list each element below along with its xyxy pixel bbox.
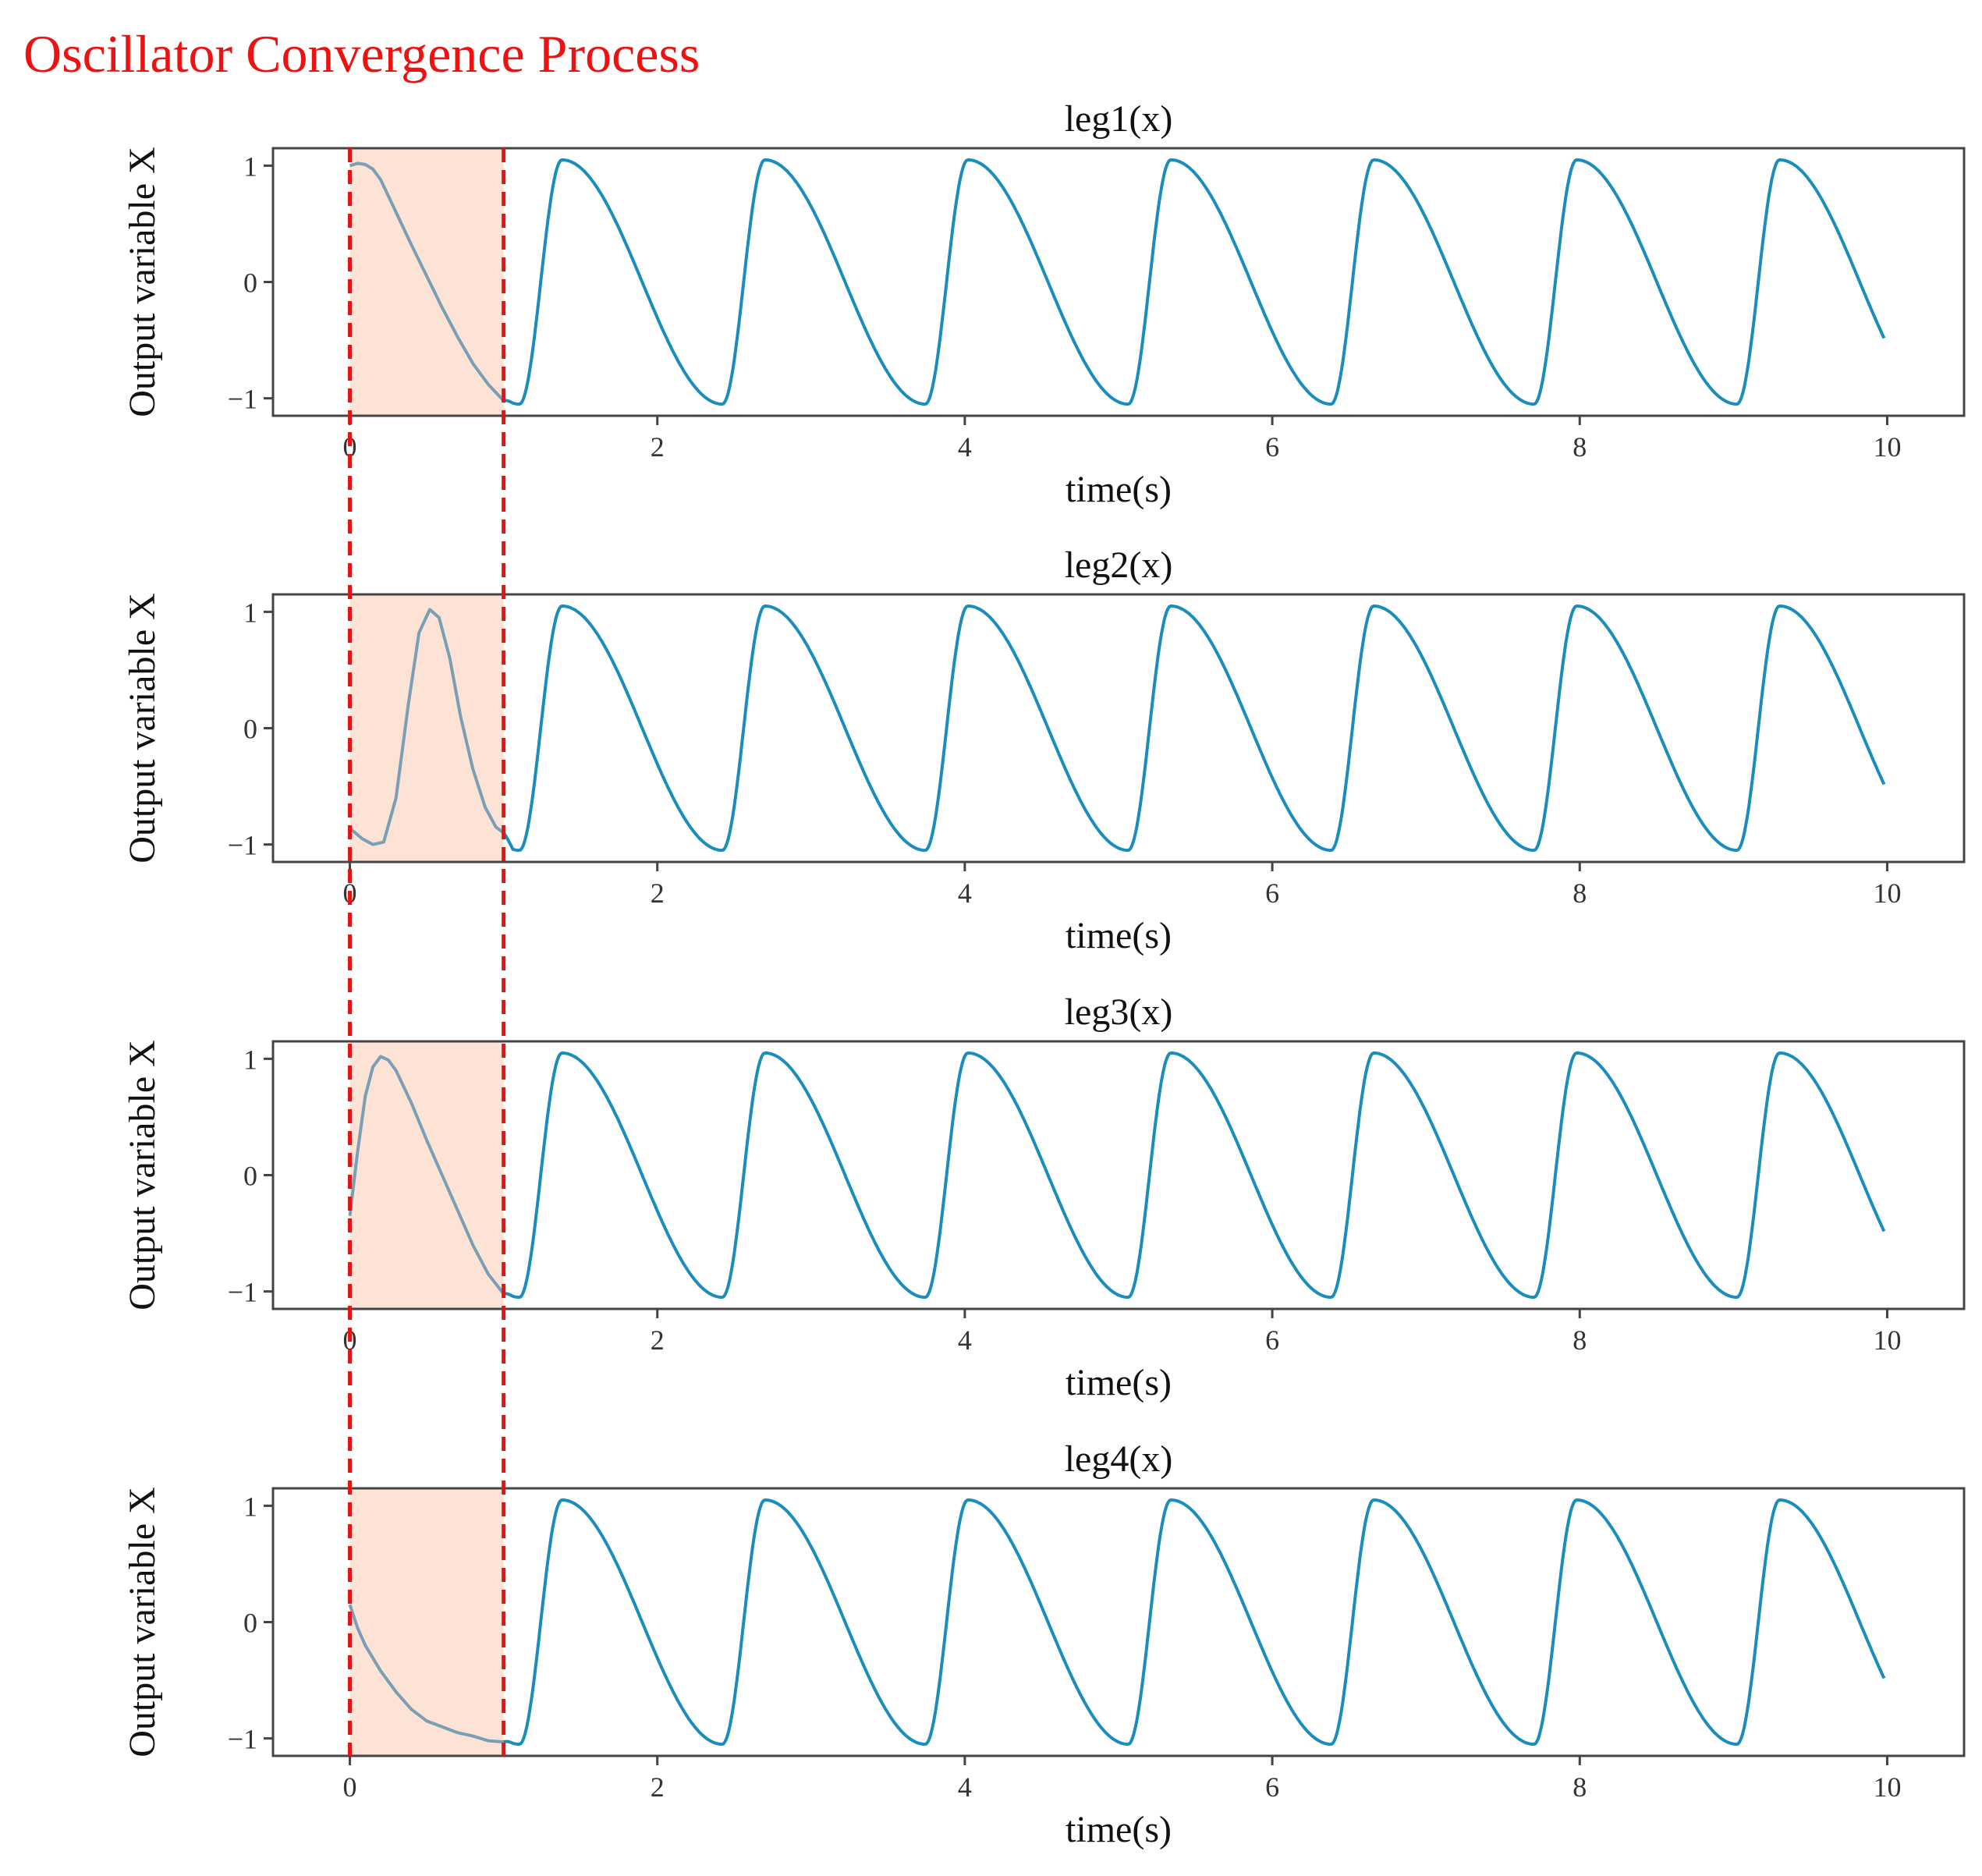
panel-leg4: 0 2 4 6 8 10 −1 0 1 leg4(x) time(s) Output variable… bbox=[122, 1438, 1966, 1850]
y-tick-label: −1 bbox=[228, 384, 257, 415]
x-tick-label: 6 bbox=[1265, 878, 1279, 909]
x-tick-label: 4 bbox=[958, 878, 972, 909]
y-tick-label: −1 bbox=[228, 1277, 257, 1308]
transient-series bbox=[349, 608, 505, 846]
x-tick-label: 10 bbox=[1873, 878, 1901, 909]
x-tick-label: 10 bbox=[1873, 1771, 1901, 1803]
panel-title: leg1(x) bbox=[1065, 98, 1173, 140]
oscillation-series bbox=[503, 1051, 1886, 1300]
oscillation-series bbox=[503, 158, 1886, 406]
y-tick-label: 0 bbox=[243, 714, 257, 745]
oscillation-series bbox=[503, 1498, 1886, 1747]
panel-title: leg3(x) bbox=[1065, 991, 1173, 1033]
panel-title: leg4(x) bbox=[1065, 1438, 1173, 1480]
x-tick-label: 2 bbox=[651, 1325, 665, 1356]
y-axis-label: Output variable X bbox=[122, 147, 163, 417]
x-tick-label: 2 bbox=[651, 878, 665, 909]
x-axis-label: time(s) bbox=[1065, 915, 1172, 956]
transient-series bbox=[348, 1604, 504, 1744]
y-tick-label: 1 bbox=[243, 151, 257, 182]
y-tick-label: 0 bbox=[243, 1161, 257, 1192]
y-tick-label: −1 bbox=[228, 1724, 257, 1755]
x-tick-label: 8 bbox=[1572, 878, 1587, 909]
x-tick-label: 4 bbox=[958, 1325, 972, 1356]
y-tick-label: 0 bbox=[243, 1608, 257, 1639]
convergence-region bbox=[349, 1488, 504, 1756]
x-tick-label: 0 bbox=[343, 1771, 357, 1803]
y-axis-label: Output variable X bbox=[122, 593, 163, 864]
axes-frame bbox=[271, 593, 1966, 864]
y-tick-label: 1 bbox=[243, 597, 257, 628]
y-tick-label: −1 bbox=[228, 830, 257, 861]
x-tick-label: 6 bbox=[1265, 1771, 1279, 1803]
panel-leg1: 0 2 4 6 8 10 −1 0 1 leg1(x) time(s) Output variable… bbox=[122, 98, 1966, 510]
y-axis-label: Output variable X bbox=[122, 1040, 163, 1310]
y-tick-label: 1 bbox=[243, 1491, 257, 1522]
axes-frame bbox=[271, 1040, 1966, 1310]
y-axis-label: Output variable X bbox=[122, 1487, 163, 1757]
x-tick-label: 0 bbox=[343, 431, 357, 463]
transient-series bbox=[349, 161, 505, 402]
x-tick-label: 4 bbox=[958, 1771, 972, 1803]
axes-frame bbox=[271, 1487, 1966, 1757]
x-axis-label: time(s) bbox=[1065, 1362, 1172, 1403]
x-axis-label: time(s) bbox=[1065, 469, 1172, 510]
x-tick-label: 8 bbox=[1572, 1771, 1587, 1803]
x-tick-label: 6 bbox=[1265, 431, 1279, 463]
x-tick-label: 4 bbox=[958, 431, 972, 463]
transient-series bbox=[348, 1055, 505, 1295]
x-tick-label: 8 bbox=[1572, 431, 1587, 463]
axes-frame bbox=[271, 147, 1966, 417]
y-tick-label: 1 bbox=[243, 1044, 257, 1075]
convergence-region bbox=[349, 1041, 504, 1309]
x-tick-label: 10 bbox=[1873, 1325, 1901, 1356]
x-tick-label: 2 bbox=[651, 1771, 665, 1803]
figure-title: Oscillator Convergence Process bbox=[23, 24, 700, 83]
x-tick-label: 8 bbox=[1572, 1325, 1587, 1356]
y-tick-label: 0 bbox=[243, 268, 257, 299]
x-tick-label: 2 bbox=[651, 431, 665, 463]
x-tick-label: 6 bbox=[1265, 1325, 1279, 1356]
convergence-region bbox=[349, 594, 504, 862]
x-tick-label: 10 bbox=[1873, 431, 1901, 463]
oscillation-series bbox=[502, 604, 1886, 853]
panel-title: leg2(x) bbox=[1065, 544, 1173, 586]
x-axis-label: time(s) bbox=[1065, 1809, 1172, 1850]
convergence-markers bbox=[348, 148, 506, 1756]
